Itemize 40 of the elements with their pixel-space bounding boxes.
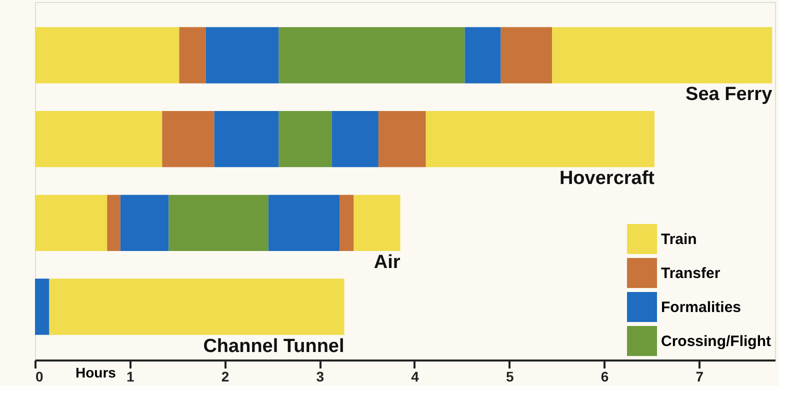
bar (168, 194, 268, 252)
bar (107, 194, 120, 252)
bar (500, 27, 552, 84)
bar (268, 194, 340, 252)
bar (49, 278, 344, 335)
bar (35, 110, 162, 168)
x-tick-label: 1 (126, 368, 134, 384)
bar (426, 110, 655, 168)
bar (278, 110, 332, 168)
bar (179, 27, 206, 84)
bar (340, 194, 354, 252)
legend-label: Crossing/Flight (661, 333, 771, 350)
x-tick-label: 7 (696, 368, 704, 384)
legend-label: Train (661, 231, 697, 248)
bar (214, 110, 279, 168)
x-axis-title: Hours (76, 364, 116, 380)
x-tick-label: 2 (221, 368, 230, 384)
bar (278, 27, 465, 84)
bar (354, 194, 400, 252)
bar (464, 27, 501, 84)
bar (552, 27, 772, 84)
legend-label: Transfer (661, 265, 720, 282)
x-tick-label: 4 (411, 368, 420, 384)
bar (332, 110, 378, 168)
x-tick-label: 6 (600, 368, 609, 384)
bar (378, 110, 426, 168)
bar (35, 194, 108, 252)
x-tick-label: 3 (316, 368, 324, 384)
bar (120, 194, 169, 252)
y-tick-label: Air (374, 252, 401, 273)
bar (162, 110, 214, 168)
x-tick-label: 5 (506, 368, 514, 384)
bar (35, 27, 180, 84)
bar (206, 27, 279, 84)
legend-label: Formalities (661, 299, 742, 316)
y-tick-label: Hovercraft (559, 168, 656, 190)
y-tick-label: Channel Tunnel (203, 336, 344, 357)
bar (35, 278, 50, 335)
x-tick-label: 0 (36, 368, 44, 384)
y-tick-label: Sea Ferry (686, 84, 773, 106)
